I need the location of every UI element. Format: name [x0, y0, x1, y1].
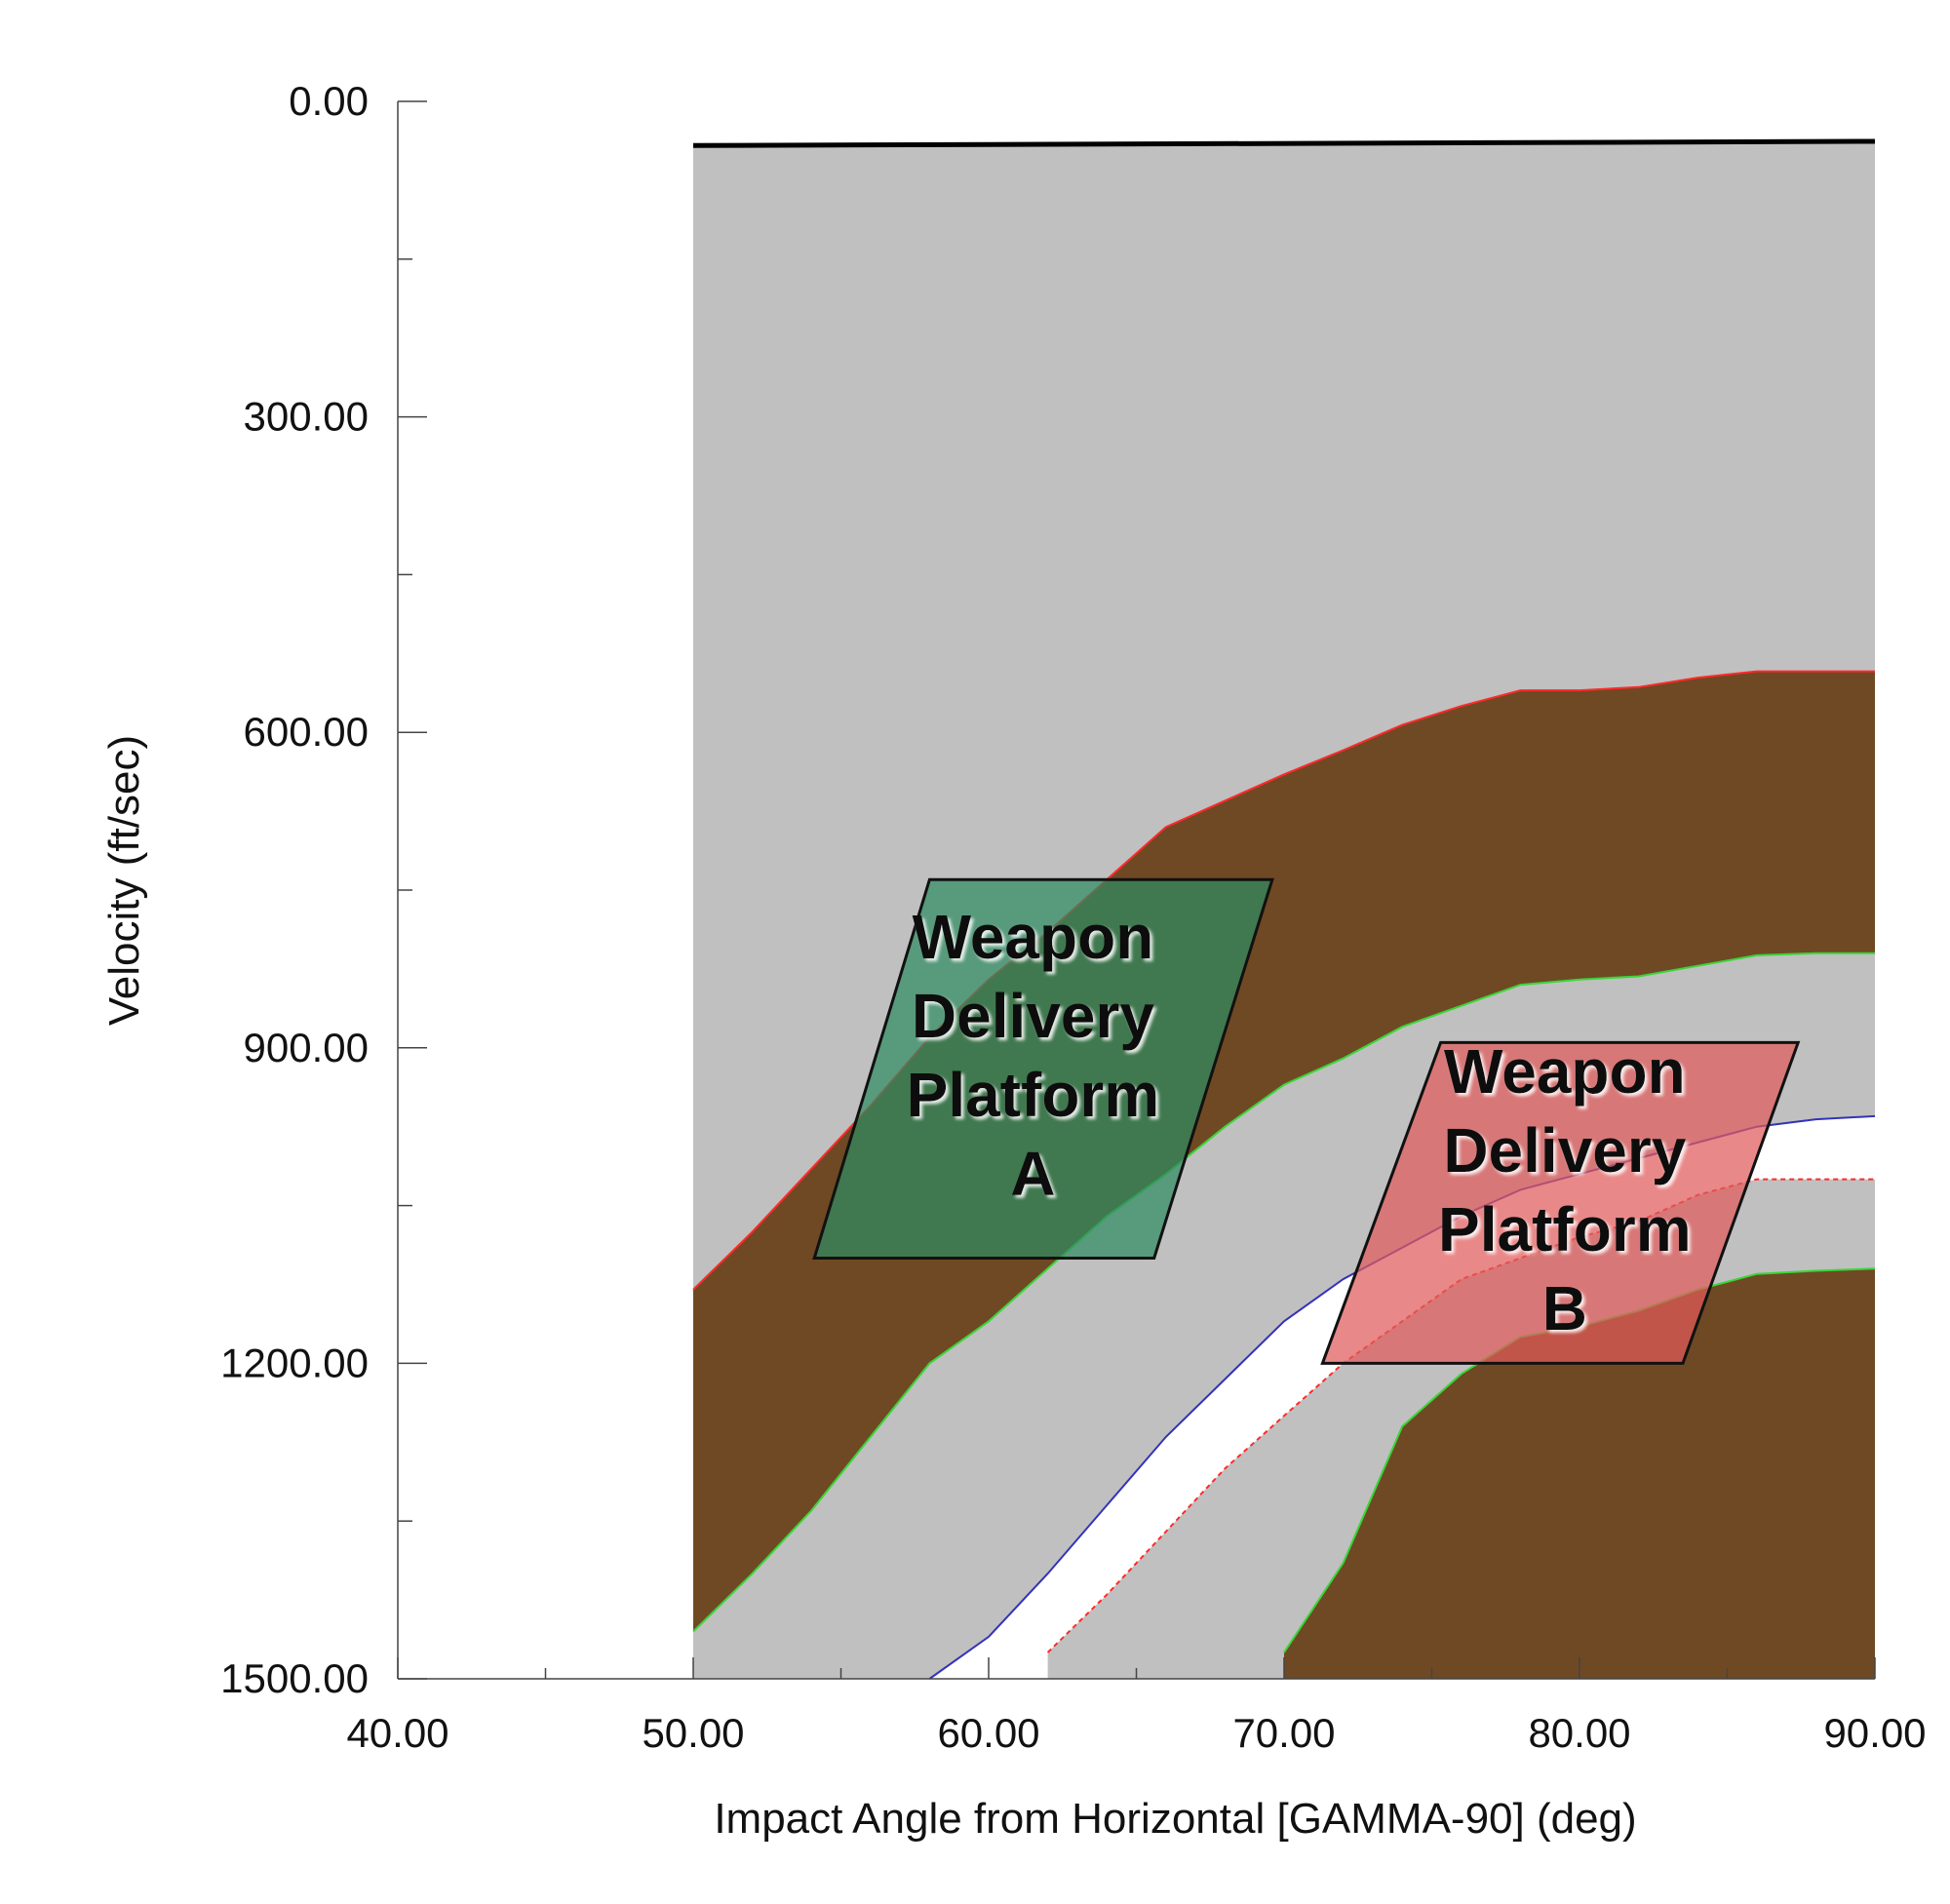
y-tick-label: 1500.00: [220, 1655, 369, 1701]
platform-b-label-line-2: Platform: [1438, 1194, 1692, 1264]
platform-a-box: [812, 877, 1274, 1260]
platform-a-label-line-1: Delivery: [912, 981, 1154, 1051]
upper-band-bottom-line: [692, 952, 1875, 1633]
x-tick-label: 70.00: [1232, 1710, 1335, 1756]
platform-a-label-line-3: A: [1010, 1139, 1055, 1209]
y-tick-label: 900.00: [244, 1025, 369, 1070]
x-tick-label: 90.00: [1823, 1710, 1926, 1756]
y-tick-label: 1200.00: [220, 1340, 369, 1385]
platform-b-label-line-1: Delivery: [1443, 1115, 1686, 1185]
y-tick-label: 600.00: [244, 709, 369, 755]
platform-b-label-line-3: B: [1542, 1273, 1587, 1343]
top-boundary-line: [692, 138, 1876, 148]
y-tick-label: 300.00: [244, 394, 369, 440]
y-axis-label: Velocity (ft/sec): [100, 735, 148, 1026]
y-tick-label: 0.00: [289, 78, 369, 124]
lower-brown-band: [1284, 1268, 1875, 1679]
x-axis-label: Impact Angle from Horizontal [GAMMA-90] …: [714, 1795, 1636, 1843]
platform-a-label-line-0: Weapon: [913, 902, 1154, 972]
x-tick-label: 50.00: [642, 1710, 744, 1756]
platform-a-label-line-2: Platform: [907, 1060, 1160, 1130]
x-tick-label: 60.00: [937, 1710, 1039, 1756]
x-tick-label: 40.00: [346, 1710, 448, 1756]
white-gap: [929, 1115, 1875, 1679]
white-gap-bottom-line: [1046, 1178, 1875, 1653]
platform-b-box: [1320, 1040, 1801, 1365]
platform-b-label-line-0: Weapon: [1444, 1036, 1686, 1107]
x-tick-label: 80.00: [1528, 1710, 1630, 1756]
upper-brown-band: [693, 671, 1875, 1632]
